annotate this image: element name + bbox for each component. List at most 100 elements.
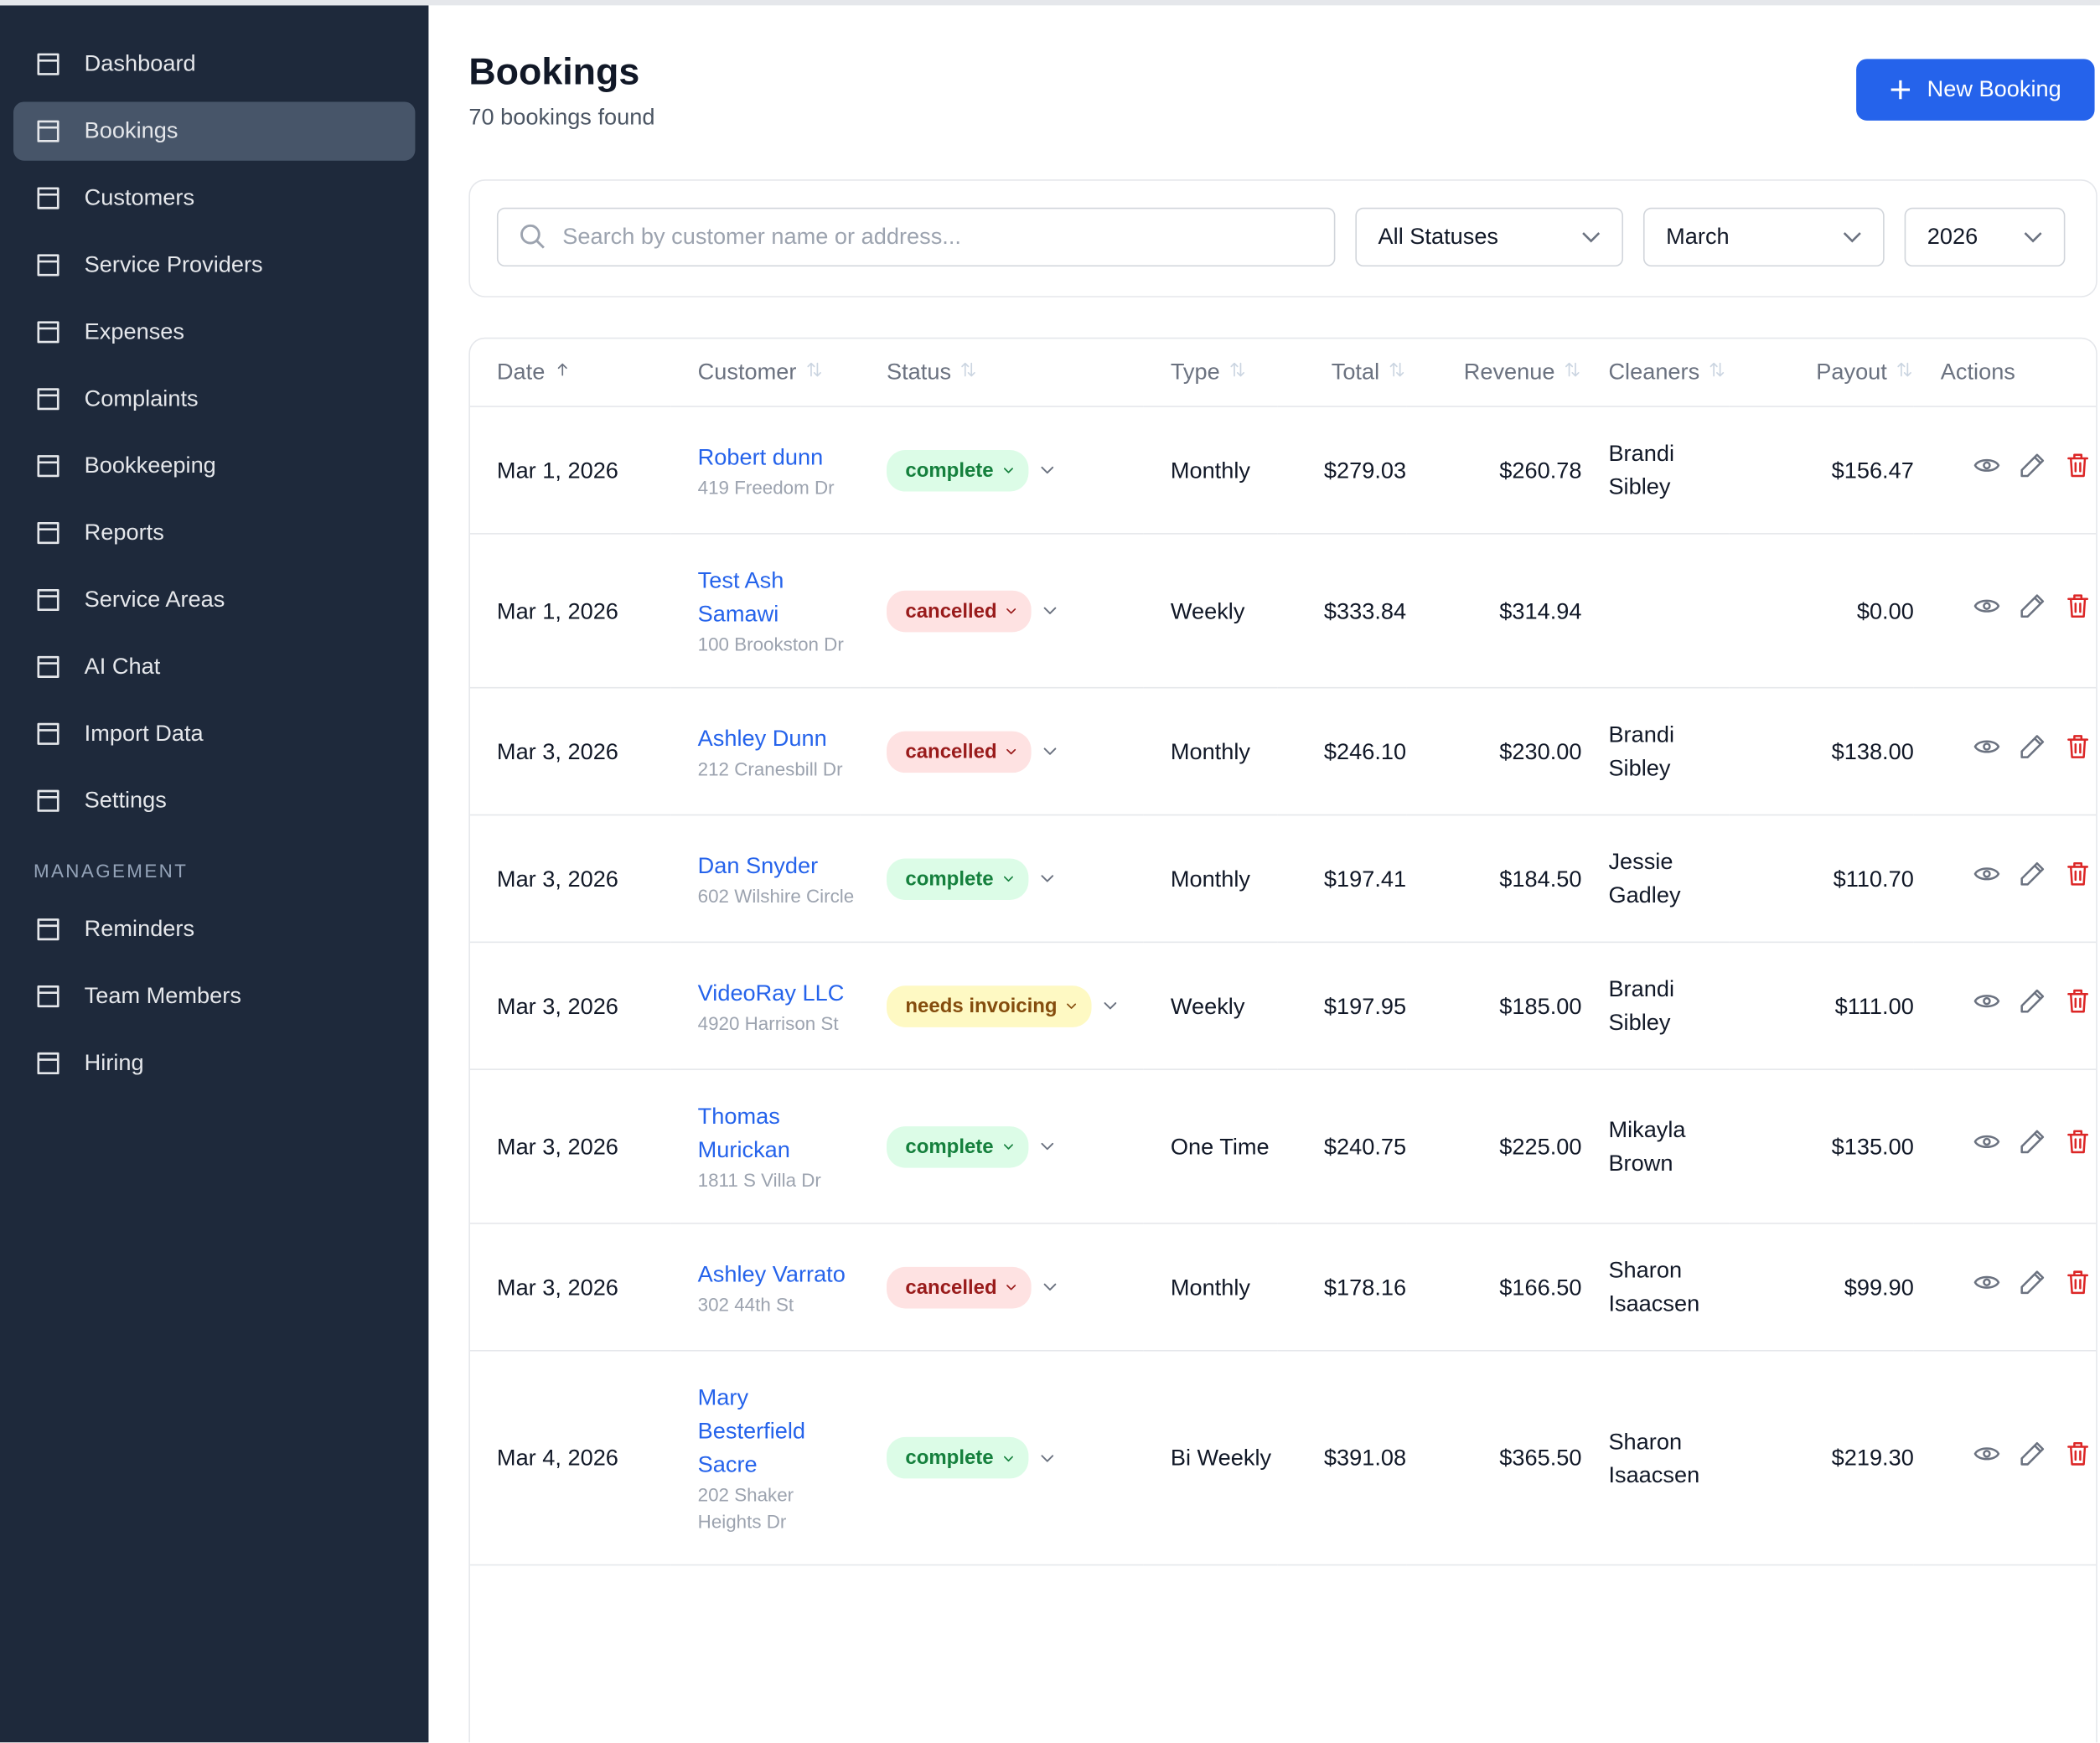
type: Monthly	[1143, 815, 1278, 944]
actions	[1913, 533, 2097, 689]
customer-name[interactable]: Test Ash Samawi	[697, 567, 784, 627]
status-pill[interactable]: complete	[887, 449, 1029, 491]
booking-row: Mar 1, 2026 Robert dunn 419 Freedom Dr comp…	[469, 406, 2097, 535]
status-pill[interactable]: cancelled	[887, 1266, 1032, 1308]
bookings-table: Date Customer Status Type Total Revenue Cleane…	[469, 339, 2097, 1566]
icon[interactable]	[2018, 732, 2046, 761]
year-select[interactable]: 2026	[1904, 207, 2066, 267]
date: Mar 3, 2026	[469, 1223, 671, 1352]
nav-item[interactable]: Bookings	[13, 101, 416, 161]
nav-item[interactable]: AI Chat	[13, 638, 415, 696]
new-booking-button[interactable]: New Booking	[1856, 59, 2095, 121]
icon[interactable]	[2018, 1268, 2046, 1296]
icon[interactable]	[1973, 452, 2001, 480]
nav-item[interactable]: Complaints	[13, 370, 415, 428]
search-input[interactable]: Search by customer name or address...	[496, 207, 1336, 267]
column-header[interactable]: Date	[469, 339, 671, 407]
status-cell: complete	[860, 1350, 1144, 1566]
icon[interactable]	[2018, 452, 2046, 480]
icon[interactable]	[2064, 732, 2092, 761]
icon[interactable]	[2018, 592, 2046, 620]
nav-label: Reminders	[84, 916, 195, 942]
column-header[interactable]: Cleaners	[1581, 339, 1730, 407]
type: Bi Weekly	[1143, 1350, 1278, 1566]
nav-item[interactable]: Service Providers	[13, 235, 415, 294]
revenue: $314.94	[1406, 533, 1582, 689]
status-pill[interactable]: cancelled	[887, 590, 1032, 632]
customer-name[interactable]: VideoRay LLC	[697, 980, 845, 1006]
status-cell: complete	[860, 1069, 1144, 1224]
revenue: $225.00	[1406, 1069, 1582, 1224]
customer-name[interactable]: Dan Snyder	[697, 852, 819, 878]
status-label: complete	[905, 458, 994, 482]
icon[interactable]	[1973, 987, 2001, 1016]
icon[interactable]	[2064, 1128, 2092, 1156]
column-header[interactable]: Status	[860, 339, 1144, 407]
customer-name[interactable]: Mary Besterfield Sacre	[697, 1384, 806, 1477]
column-header[interactable]: Customer	[670, 339, 861, 407]
customer-cell: Ashley Dunn 212 Cranesbill Dr	[670, 687, 861, 816]
address: 602 Wilshire Circle	[697, 884, 855, 907]
nav-item[interactable]: Team Members	[13, 967, 415, 1026]
nav-item[interactable]: Import Data	[13, 705, 415, 763]
nav-item[interactable]: Hiring	[13, 1034, 415, 1093]
nav-item[interactable]: Dashboard	[13, 35, 415, 94]
icon	[37, 455, 59, 478]
type: Weekly	[1143, 942, 1278, 1070]
icon[interactable]	[2064, 592, 2092, 620]
icon[interactable]	[2018, 1439, 2046, 1467]
status-label: cancelled	[905, 740, 997, 763]
nav-item[interactable]: Bookkeeping	[13, 437, 415, 495]
date: Mar 3, 2026	[469, 815, 671, 944]
customer-name[interactable]: Robert dunn	[697, 443, 824, 470]
icon[interactable]	[1973, 860, 2001, 888]
month-select[interactable]: March	[1642, 207, 1885, 267]
column-header[interactable]: Revenue	[1406, 339, 1582, 407]
total: $197.41	[1277, 815, 1407, 944]
column-header[interactable]: Type	[1143, 339, 1278, 407]
payout: $110.70	[1729, 815, 1914, 944]
icon[interactable]	[1973, 1439, 2001, 1467]
revenue: $365.50	[1406, 1350, 1582, 1566]
icon[interactable]	[2064, 1439, 2092, 1467]
status-pill[interactable]: cancelled	[887, 730, 1032, 773]
nav-item[interactable]: Expenses	[13, 303, 415, 361]
icon[interactable]	[2018, 987, 2046, 1016]
status-select[interactable]: All Statuses	[1355, 207, 1624, 267]
icon[interactable]	[1973, 732, 2001, 761]
status-pill[interactable]: complete	[887, 1125, 1029, 1167]
icon[interactable]	[1973, 1128, 2001, 1156]
nav-item[interactable]: Reminders	[13, 900, 415, 959]
status-pill[interactable]: complete	[887, 857, 1029, 900]
icon[interactable]	[2064, 1268, 2092, 1296]
customer-cell: VideoRay LLC 4920 Harrison St	[670, 942, 861, 1070]
customer-cell: Ashley Varrato 302 44th St	[670, 1223, 861, 1352]
nav-item[interactable]: Reports	[13, 504, 415, 562]
icon	[37, 655, 59, 678]
icon[interactable]	[1973, 1268, 2001, 1296]
type: Monthly	[1143, 1223, 1278, 1352]
status-pill[interactable]: needs invoicing	[887, 985, 1093, 1027]
total: $240.75	[1277, 1069, 1407, 1224]
nav-item[interactable]: Customers	[13, 168, 415, 227]
column-header[interactable]: Total	[1277, 339, 1407, 407]
icon[interactable]	[2064, 452, 2092, 480]
icon	[37, 985, 59, 1008]
icon[interactable]	[2018, 1128, 2046, 1156]
nav-item[interactable]: Settings	[13, 772, 415, 830]
nav-label: Customers	[84, 184, 195, 210]
customer-name[interactable]: Ashley Varrato	[697, 1260, 846, 1287]
status-pill[interactable]: complete	[887, 1436, 1029, 1479]
icon[interactable]	[2064, 987, 2092, 1016]
customer-name[interactable]: Ashley Dunn	[697, 725, 827, 751]
icon[interactable]	[2064, 860, 2092, 888]
actions	[1913, 1069, 2097, 1224]
nav-item[interactable]: Service Areas	[13, 571, 415, 629]
icon[interactable]	[2018, 860, 2046, 888]
customer-name[interactable]: Thomas Murickan	[697, 1103, 790, 1163]
icon[interactable]	[1973, 592, 2001, 620]
actions	[1913, 815, 2097, 944]
column-header[interactable]: Payout	[1729, 339, 1914, 407]
icon	[37, 789, 59, 812]
